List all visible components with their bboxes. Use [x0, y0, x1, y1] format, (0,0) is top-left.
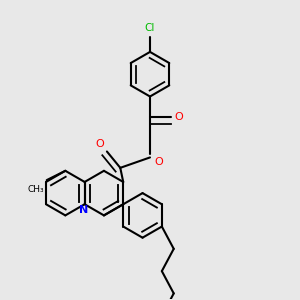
Text: CH₃: CH₃	[27, 184, 44, 194]
Text: O: O	[154, 158, 163, 167]
Text: O: O	[174, 112, 183, 122]
Text: O: O	[95, 139, 104, 148]
Text: N: N	[79, 205, 88, 214]
Text: Cl: Cl	[145, 22, 155, 33]
